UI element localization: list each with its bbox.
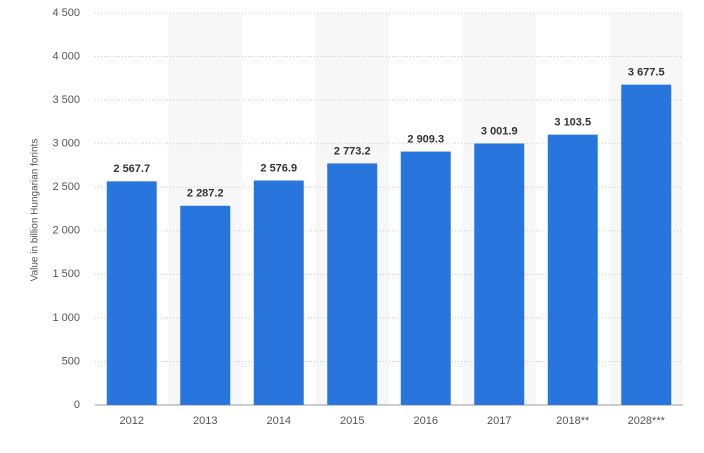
y-tick-label: 3 000 <box>52 138 80 150</box>
y-tick-label: 4 000 <box>52 50 80 62</box>
value-label: 2 909.3 <box>407 133 444 145</box>
y-tick-label: 500 <box>62 355 80 367</box>
y-tick-label: 3 500 <box>52 94 80 106</box>
x-tick-label: 2015 <box>340 415 364 427</box>
x-tick-label: 2016 <box>414 415 438 427</box>
bar <box>327 163 378 405</box>
value-label: 2 576.9 <box>260 162 297 174</box>
y-tick-label: 0 <box>74 399 80 411</box>
x-tick-label: 2013 <box>193 415 217 427</box>
y-tick-label: 1 500 <box>52 268 80 280</box>
bar <box>400 151 451 405</box>
x-tick-label: 2014 <box>267 415 291 427</box>
value-label: 3 001.9 <box>481 125 518 137</box>
bar <box>253 180 304 405</box>
y-axis-label: Value in billion Hungarian forints <box>30 139 41 282</box>
y-tick-label: 2 500 <box>52 181 80 193</box>
y-tick-label: 4 500 <box>52 7 80 19</box>
value-label: 3 103.5 <box>554 117 591 129</box>
x-tick-label: 2028*** <box>628 415 666 427</box>
value-label: 3 677.5 <box>628 67 665 79</box>
bar <box>621 84 672 405</box>
x-tick-label: 2018** <box>556 415 590 427</box>
bar <box>474 143 525 405</box>
y-tick-label: 2 000 <box>52 225 80 237</box>
x-tick-label: 2012 <box>120 415 144 427</box>
bar <box>180 205 231 405</box>
x-tick-label: 2017 <box>487 415 511 427</box>
y-tick-label: 1 000 <box>52 312 80 324</box>
value-label: 2 287.2 <box>187 188 224 200</box>
bar <box>547 134 598 405</box>
bar <box>106 181 157 405</box>
value-label: 2 773.2 <box>334 145 371 157</box>
value-label: 2 567.7 <box>113 163 150 175</box>
